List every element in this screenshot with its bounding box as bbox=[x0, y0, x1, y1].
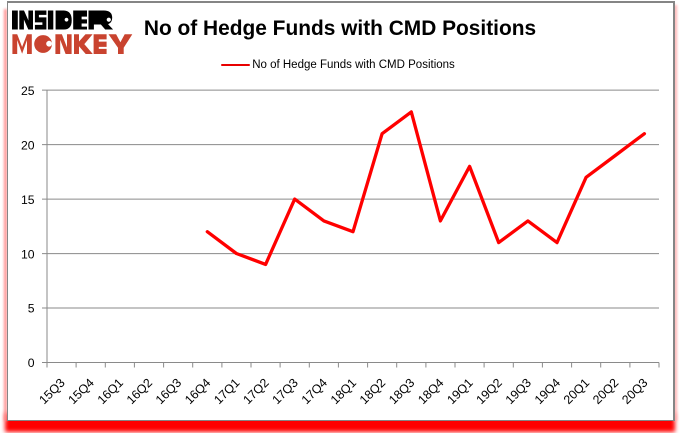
svg-text:15: 15 bbox=[21, 193, 35, 207]
svg-text:10: 10 bbox=[21, 247, 35, 261]
svg-text:16Q3: 16Q3 bbox=[153, 376, 184, 407]
svg-text:15Q4: 15Q4 bbox=[65, 376, 96, 407]
svg-text:18Q2: 18Q2 bbox=[357, 376, 388, 407]
svg-text:20: 20 bbox=[21, 138, 35, 152]
svg-text:19Q2: 19Q2 bbox=[473, 376, 504, 407]
svg-text:18Q3: 18Q3 bbox=[386, 376, 417, 407]
svg-text:16Q1: 16Q1 bbox=[95, 376, 126, 407]
svg-text:20Q2: 20Q2 bbox=[590, 376, 621, 407]
svg-text:17Q4: 17Q4 bbox=[299, 376, 330, 407]
svg-text:19Q1: 19Q1 bbox=[444, 376, 475, 407]
svg-text:17Q1: 17Q1 bbox=[211, 376, 242, 407]
svg-text:19Q3: 19Q3 bbox=[503, 376, 534, 407]
svg-text:17Q3: 17Q3 bbox=[269, 376, 300, 407]
svg-text:18Q4: 18Q4 bbox=[415, 376, 446, 407]
svg-text:17Q2: 17Q2 bbox=[240, 376, 271, 407]
svg-text:19Q4: 19Q4 bbox=[532, 376, 563, 407]
svg-text:16Q2: 16Q2 bbox=[124, 376, 155, 407]
svg-text:0: 0 bbox=[28, 356, 35, 370]
svg-text:18Q1: 18Q1 bbox=[328, 376, 359, 407]
svg-text:16Q4: 16Q4 bbox=[182, 376, 213, 407]
svg-text:20Q1: 20Q1 bbox=[561, 376, 592, 407]
svg-text:25: 25 bbox=[21, 84, 35, 98]
svg-text:5: 5 bbox=[28, 302, 35, 316]
svg-text:20Q3: 20Q3 bbox=[619, 376, 650, 407]
svg-text:15Q3: 15Q3 bbox=[36, 376, 67, 407]
